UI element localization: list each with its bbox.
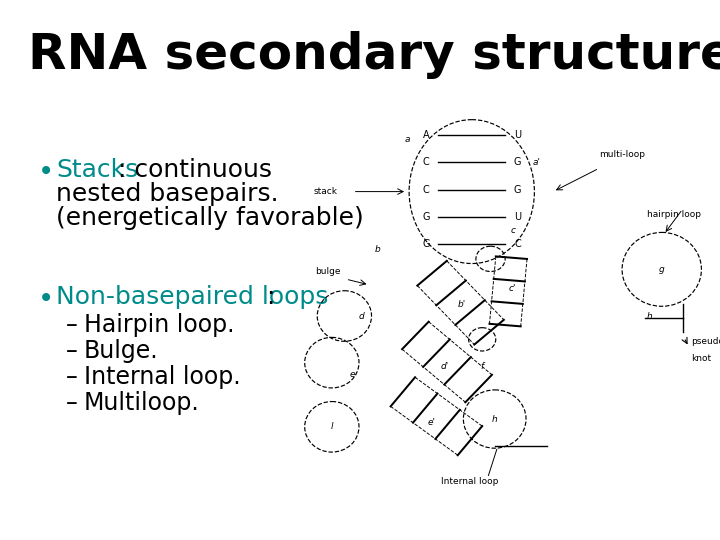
Text: nested basepairs.: nested basepairs. (56, 182, 279, 206)
Text: •: • (38, 285, 54, 313)
Text: e': e' (428, 418, 436, 428)
Text: g: g (659, 265, 665, 274)
Text: •: • (38, 158, 54, 186)
Text: C: C (423, 185, 429, 194)
Text: U: U (514, 212, 521, 222)
Text: Internal loop.: Internal loop. (84, 365, 240, 389)
Text: l: l (330, 422, 333, 431)
Text: Bulge.: Bulge. (84, 339, 158, 363)
Text: f: f (481, 362, 484, 371)
Text: G: G (422, 239, 430, 249)
Text: Hairpin loop.: Hairpin loop. (84, 313, 235, 337)
Text: C: C (514, 239, 521, 249)
Text: pseudo-: pseudo- (691, 337, 720, 346)
Text: a': a' (533, 158, 541, 167)
Text: –: – (66, 391, 78, 415)
Text: :: : (266, 285, 274, 309)
Text: –: – (66, 365, 78, 389)
Text: multi-loop: multi-loop (599, 150, 645, 159)
Text: c': c' (509, 284, 516, 293)
Text: Stacks: Stacks (56, 158, 138, 182)
Text: e: e (350, 370, 356, 379)
Text: d: d (359, 312, 364, 321)
Text: Internal loop: Internal loop (441, 477, 498, 486)
Text: RNA secondary structure cont’d: RNA secondary structure cont’d (28, 31, 720, 79)
Text: h: h (647, 312, 653, 321)
Text: b': b' (457, 300, 465, 309)
Text: Non-basepaired loops: Non-basepaired loops (56, 285, 328, 309)
Text: –: – (66, 339, 78, 363)
Text: knot: knot (691, 354, 711, 363)
Text: –: – (66, 313, 78, 337)
Text: (energetically favorable): (energetically favorable) (56, 206, 364, 230)
Text: G: G (514, 185, 521, 194)
Text: hairpin loop: hairpin loop (647, 211, 701, 219)
Text: stack: stack (314, 187, 338, 196)
Text: c: c (510, 226, 516, 235)
Text: h: h (492, 415, 498, 423)
Text: bulge: bulge (315, 267, 341, 276)
Text: : continuous: : continuous (118, 158, 272, 182)
Text: b: b (375, 245, 381, 254)
Text: d': d' (441, 362, 449, 371)
Text: Multiloop.: Multiloop. (84, 391, 199, 415)
Text: A: A (423, 130, 429, 140)
Text: G: G (422, 212, 430, 222)
Text: G: G (514, 158, 521, 167)
Text: a: a (404, 134, 410, 144)
Text: U: U (514, 130, 521, 140)
Text: C: C (423, 158, 429, 167)
